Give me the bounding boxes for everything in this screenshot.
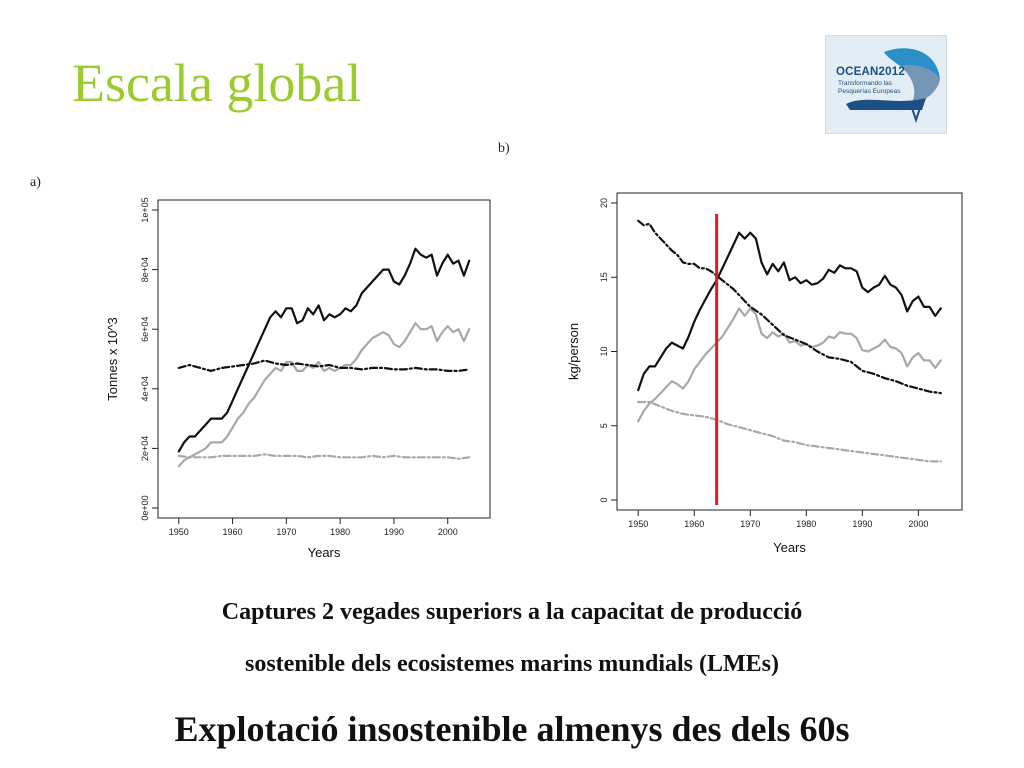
chart-b: 1950 1960 1970 1980 1990 2000 0 5 10 15 20 Years kg/… bbox=[566, 192, 963, 555]
y-tick-label: 8e+04 bbox=[140, 257, 150, 282]
x-tick-label: 1980 bbox=[796, 519, 816, 529]
x-tick-label: 1970 bbox=[276, 527, 296, 537]
x-tick-label: 1950 bbox=[169, 527, 189, 537]
ocean2012-logo: OCEAN2012 Transformando las Pesquerías E… bbox=[825, 35, 947, 134]
y-tick-label: 20 bbox=[599, 198, 609, 208]
y-tick-label: 10 bbox=[599, 346, 609, 356]
x-tick-label: 1990 bbox=[852, 519, 872, 529]
x-tick-label: 2000 bbox=[908, 519, 928, 529]
x-tick-label: 1960 bbox=[684, 519, 704, 529]
series-line-4 bbox=[177, 453, 471, 460]
chart-a: 1950 1960 1970 1980 1990 2000 0e+00 2e+04 4e+04 6… bbox=[105, 197, 491, 560]
series-line-2 bbox=[637, 307, 942, 423]
caption-line-1: Captures 2 vegades superiors a la capaci… bbox=[221, 599, 803, 625]
y-tick-label: 4e+04 bbox=[140, 376, 150, 401]
y-axis-label: kg/person bbox=[566, 323, 581, 380]
series-line-1 bbox=[637, 231, 942, 392]
slide-title: Escala global bbox=[72, 53, 362, 113]
series-line-3 bbox=[177, 359, 471, 372]
plot-frame bbox=[616, 192, 963, 511]
plot-frame bbox=[157, 199, 491, 519]
y-tick-label: 0e+00 bbox=[140, 495, 150, 520]
x-tick-label: 1970 bbox=[740, 519, 760, 529]
conclusion-text: Explotació insostenible almenys des dels… bbox=[174, 709, 850, 749]
panel-b-label: b) bbox=[498, 141, 510, 156]
series-line-3 bbox=[637, 219, 942, 395]
x-tick-label: 1960 bbox=[223, 527, 243, 537]
logo-subtitle: Transformando las Pesquerías Europeas bbox=[838, 80, 901, 95]
panel-a-label: a) bbox=[30, 175, 41, 190]
series-line-4 bbox=[637, 400, 942, 463]
y-tick-label: 6e+04 bbox=[140, 317, 150, 342]
caption-line-2: sostenible dels ecosistemes marins mundi… bbox=[245, 651, 779, 677]
series-line-1 bbox=[177, 247, 471, 453]
x-tick-label: 1990 bbox=[384, 527, 404, 537]
logo-name: OCEAN2012 bbox=[836, 66, 905, 78]
x-tick-label: 1950 bbox=[628, 519, 648, 529]
y-tick-label: 15 bbox=[599, 272, 609, 282]
x-tick-label: 2000 bbox=[438, 527, 458, 537]
y-tick-label: 2e+04 bbox=[140, 436, 150, 461]
series-line-2 bbox=[177, 322, 471, 468]
y-tick-label: 0 bbox=[599, 497, 609, 502]
y-tick-label: 5 bbox=[599, 423, 609, 428]
logo-wave-icon bbox=[846, 48, 940, 124]
x-tick-label: 1980 bbox=[330, 527, 350, 537]
y-axis-label: Tonnes x 10^3 bbox=[105, 317, 120, 400]
x-axis-label: Years bbox=[308, 545, 341, 560]
x-axis-label: Years bbox=[773, 540, 806, 555]
y-tick-label: 1e+05 bbox=[140, 197, 150, 222]
